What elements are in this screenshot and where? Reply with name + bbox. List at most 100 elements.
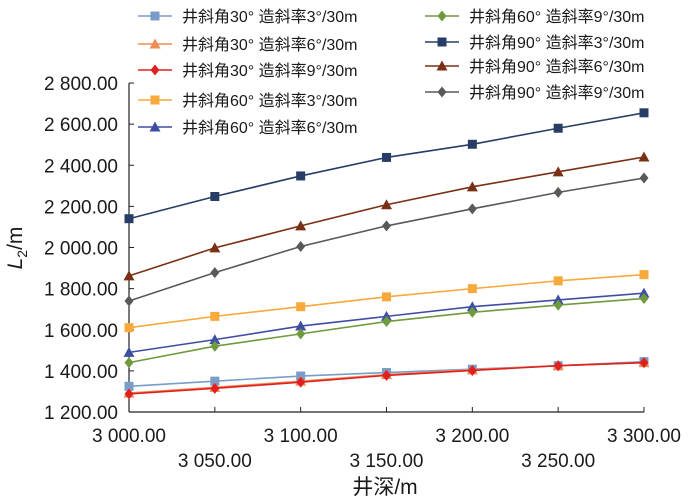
data-point <box>296 240 306 252</box>
data-point <box>639 357 649 369</box>
axes: 1 200.00 1 400.00 1 600.00 1 800.00 2 000.00… <box>44 74 681 472</box>
x-axis-title: 井深/m <box>352 476 417 499</box>
legend-marker <box>150 95 160 105</box>
legend-label: 井斜角90° 造斜率3°/30m <box>469 34 645 52</box>
legend-item: 井斜角60° 造斜率6°/30m <box>138 119 358 137</box>
data-point <box>552 294 564 305</box>
legend-label: 井斜角60° 造斜率9°/30m <box>469 8 645 26</box>
x-tick-label: 3 000.00 <box>92 426 166 447</box>
data-point <box>210 267 220 279</box>
legend-label: 井斜角90° 造斜率6°/30m <box>469 58 645 76</box>
data-point <box>209 334 221 345</box>
data-point <box>467 306 477 318</box>
y-tick-label: 1 400.00 <box>44 362 118 383</box>
legend-marker <box>149 121 161 132</box>
legend-item: 井斜角30° 造斜率3°/30m <box>138 8 358 26</box>
series-8 <box>123 151 650 281</box>
data-point <box>123 346 135 357</box>
y-tick-label: 2 800.00 <box>44 74 118 95</box>
series-9 <box>124 172 649 307</box>
data-point <box>466 301 478 312</box>
series-line <box>128 156 645 277</box>
data-point <box>467 284 477 294</box>
legend-marker <box>437 10 447 22</box>
data-point <box>553 123 563 133</box>
data-point <box>381 199 392 210</box>
legend-item: 井斜角60° 造斜率3°/30m <box>138 92 358 110</box>
data-point <box>382 152 391 162</box>
y-axis-title: L2/m <box>4 227 30 270</box>
data-point <box>209 242 221 253</box>
x-tick-label: 3 050.00 <box>178 451 252 472</box>
data-point <box>124 323 134 333</box>
x-tick-label: 3 200.00 <box>435 426 509 447</box>
data-point <box>296 376 306 388</box>
y-tick-label: 1 600.00 <box>44 321 118 342</box>
data-point <box>467 139 477 149</box>
data-point <box>382 292 391 302</box>
y-tick-label: 2 400.00 <box>44 156 118 177</box>
data-point <box>123 270 135 281</box>
x-tick-label: 3 300.00 <box>607 426 681 447</box>
legend: 井斜角30° 造斜率3°/30m 井斜角30° 造斜率6°/30m 井斜角30° 造… <box>138 8 645 137</box>
data-point <box>382 369 391 381</box>
data-point <box>210 340 220 352</box>
legend-item: 井斜角90° 造斜率6°/30m <box>425 58 645 76</box>
data-point <box>466 181 478 192</box>
x-tick-label: 3 150.00 <box>350 451 424 472</box>
data-point <box>124 381 134 391</box>
legend-marker <box>437 86 447 98</box>
data-point <box>296 328 306 340</box>
legend-label: 井斜角30° 造斜率9°/30m <box>182 62 358 80</box>
data-point <box>639 270 649 280</box>
series-3 <box>124 357 649 400</box>
data-point <box>553 276 563 286</box>
legend-marker <box>150 11 160 21</box>
y-axis-title-main: L <box>4 258 27 270</box>
y-axis-title-sub: 2 <box>14 250 30 258</box>
legend-item: 井斜角30° 造斜率6°/30m <box>138 36 358 54</box>
data-point <box>638 287 650 298</box>
legend-marker <box>150 64 160 76</box>
data-point <box>124 388 134 400</box>
data-point <box>124 214 134 224</box>
data-point <box>467 364 477 376</box>
legend-item: 井斜角60° 造斜率9°/30m <box>425 8 645 26</box>
data-point <box>295 320 307 331</box>
data-point <box>296 171 306 181</box>
data-point <box>296 302 306 312</box>
data-point <box>552 166 564 177</box>
legend-marker <box>437 37 447 47</box>
data-point <box>124 357 134 369</box>
legend-marker <box>149 38 161 49</box>
legend-item: 井斜角90° 造斜率9°/30m <box>425 84 645 102</box>
series-6 <box>124 292 649 369</box>
series-4 <box>124 270 649 333</box>
data-point <box>467 203 477 215</box>
legend-item: 井斜角90° 造斜率3°/30m <box>425 34 645 52</box>
y-tick-label: 2 000.00 <box>44 239 118 260</box>
legend-label: 井斜角30° 造斜率6°/30m <box>182 36 358 54</box>
series-line <box>128 177 645 302</box>
data-point <box>210 311 220 321</box>
data-point <box>381 310 392 321</box>
series-line <box>128 297 645 364</box>
y-tick-label: 2 200.00 <box>44 197 118 218</box>
y-tick-label: 2 600.00 <box>44 115 118 136</box>
data-point <box>553 360 563 372</box>
x-tick-label: 3 100.00 <box>264 426 338 447</box>
data-point <box>382 316 391 328</box>
y-axis-title-unit: /m <box>4 227 27 250</box>
data-point <box>639 292 649 304</box>
data-point <box>210 192 220 202</box>
data-point <box>124 295 134 307</box>
data-point <box>639 172 649 184</box>
data-point <box>639 108 649 118</box>
data-point <box>295 220 307 231</box>
y-tick-label: 1 800.00 <box>44 280 118 301</box>
legend-marker <box>436 60 448 71</box>
x-tick-label: 3 250.00 <box>521 451 595 472</box>
data-point <box>638 151 650 162</box>
